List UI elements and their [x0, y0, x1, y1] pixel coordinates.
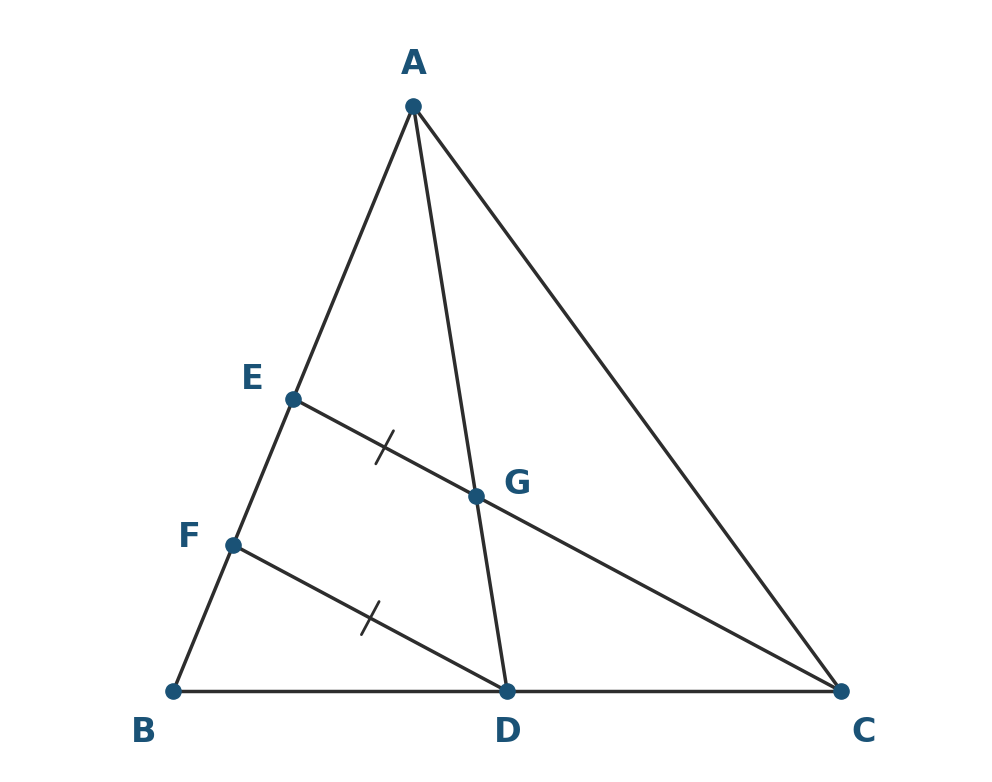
Point: [833, 685, 849, 698]
Point: [286, 393, 302, 405]
Point: [166, 685, 182, 698]
Point: [468, 490, 484, 502]
Text: A: A: [401, 48, 427, 81]
Text: F: F: [179, 521, 201, 554]
Point: [225, 539, 241, 551]
Point: [406, 99, 422, 112]
Text: C: C: [851, 716, 876, 749]
Text: D: D: [493, 716, 521, 749]
Text: E: E: [241, 364, 264, 396]
Text: G: G: [504, 468, 531, 501]
Text: B: B: [130, 716, 156, 749]
Point: [499, 685, 515, 698]
